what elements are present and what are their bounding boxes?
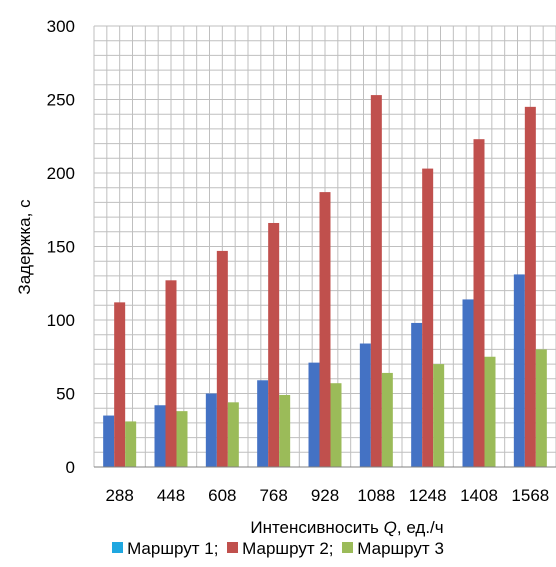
legend-label: Маршрут 2; <box>242 539 334 558</box>
x-axis-label: Интенсивносить Q, ед./ч <box>250 518 443 537</box>
legend-swatch <box>227 542 239 553</box>
bar-3-608 <box>227 402 239 467</box>
bar-2-1248 <box>422 168 434 467</box>
bar-2-768 <box>268 222 280 467</box>
y-tick-label: 250 <box>47 91 75 110</box>
y-tick-label: 150 <box>47 238 75 257</box>
legend-item-route-3: Маршрут 3 <box>342 539 444 559</box>
bar-3-448 <box>176 411 188 467</box>
y-tick-label: 300 <box>47 17 75 36</box>
x-axis-label-part: Интенсивносить <box>250 518 383 537</box>
bar-3-1568 <box>535 349 547 467</box>
y-tick-label: 0 <box>66 458 75 477</box>
bar-3-1088 <box>381 372 393 467</box>
legend-item-route-2: Маршрут 2; <box>227 539 334 559</box>
bar-2-288 <box>114 302 126 467</box>
x-axis-label-unit: , ед./ч <box>397 518 444 537</box>
legend-swatch <box>342 542 354 553</box>
bar-3-1248 <box>433 364 445 467</box>
bar-1-1568 <box>513 274 525 467</box>
bar-2-928 <box>319 192 331 468</box>
legend-label: Маршрут 1; <box>127 539 219 558</box>
x-tick-label: 768 <box>259 486 287 505</box>
bar-2-1568 <box>524 106 536 467</box>
legend-swatch <box>112 542 124 553</box>
bar-1-448 <box>154 405 166 467</box>
bar-2-1408 <box>473 139 485 467</box>
x-axis-label-variable: Q <box>384 518 397 537</box>
y-tick-labels: 0 50 100 150 200 250 300 <box>47 17 75 477</box>
bar-2-1088 <box>370 95 382 467</box>
x-tick-labels: 288 448 608 768 928 1088 1248 1408 1568 <box>105 486 549 505</box>
x-tick-label: 1248 <box>409 486 447 505</box>
y-tick-label: 200 <box>47 164 75 183</box>
y-tick-label: 100 <box>47 311 75 330</box>
bar-1-928 <box>308 362 320 467</box>
bar-3-1408 <box>484 356 496 467</box>
x-tick-label: 448 <box>157 486 185 505</box>
legend-label: Маршрут 3 <box>357 539 444 558</box>
bars <box>103 95 547 468</box>
bar-2-448 <box>165 280 177 467</box>
bar-3-288 <box>125 421 137 467</box>
bar-1-1248 <box>411 322 423 467</box>
x-tick-label: 288 <box>105 486 133 505</box>
bar-1-768 <box>257 380 269 467</box>
x-tick-label: 1408 <box>460 486 498 505</box>
x-tick-label: 1568 <box>511 486 549 505</box>
bar-1-1408 <box>462 299 474 467</box>
x-tick-label: 608 <box>208 486 236 505</box>
y-axis-label: Задержка, с <box>15 199 34 295</box>
legend: Маршрут 1; Маршрут 2; Маршрут 3 <box>0 539 556 559</box>
bar-2-608 <box>216 250 228 467</box>
y-tick-label: 50 <box>56 385 75 404</box>
bar-1-1088 <box>359 343 371 467</box>
x-tick-label: 928 <box>311 486 339 505</box>
bar-3-928 <box>330 383 342 467</box>
bar-1-288 <box>103 415 115 467</box>
bar-3-768 <box>279 394 291 467</box>
x-tick-label: 1088 <box>357 486 395 505</box>
legend-item-route-1: Маршрут 1; <box>112 539 218 559</box>
bar-1-608 <box>205 393 217 467</box>
